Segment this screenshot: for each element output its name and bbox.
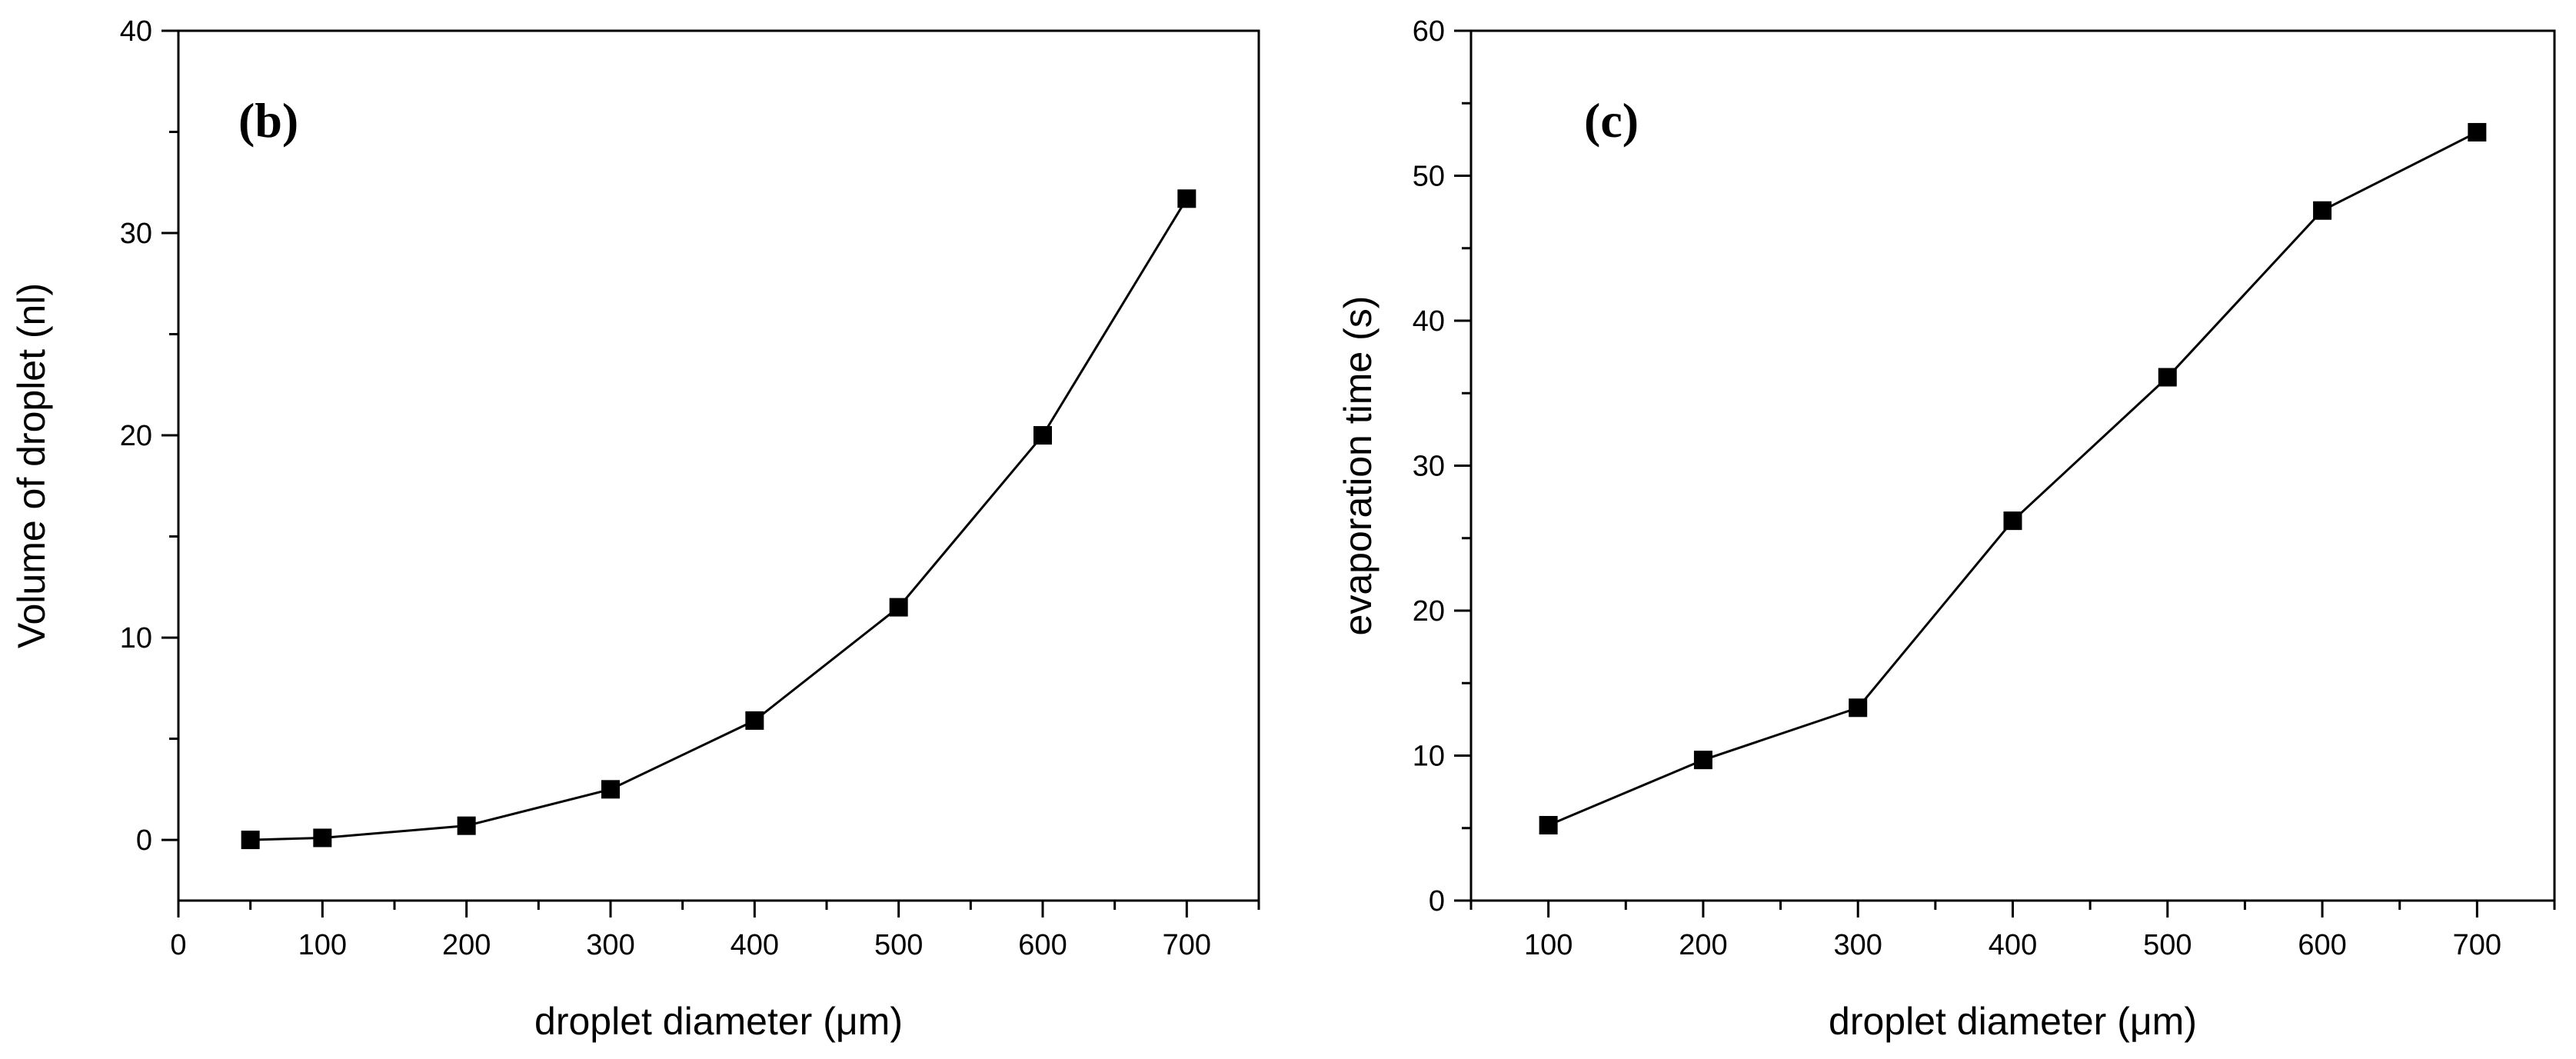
chart-b-x-axis-label: droplet diameter (μm)	[534, 1000, 903, 1043]
chart-c-y-tick-label: 0	[1429, 885, 1445, 917]
chart-b-y-tick-label: 40	[120, 15, 152, 48]
chart-b-x-tick-label: 0	[170, 929, 186, 961]
chart-b-x-tick-label: 600	[1018, 929, 1067, 961]
chart-b-data-point	[1177, 189, 1196, 208]
chart-b-data-point	[457, 816, 476, 835]
chart-b-data-point	[1033, 426, 1052, 445]
chart-b-series-line	[250, 198, 1188, 841]
chart-c-panel-label: (c)	[1584, 93, 1639, 148]
chart-b-y-tick-label: 0	[136, 824, 152, 857]
chart-b-data-point	[601, 780, 620, 799]
chart-b-data-point	[745, 711, 764, 730]
chart-c-data-point	[2468, 122, 2487, 142]
chart-b-y-tick-label: 30	[120, 218, 152, 250]
chart-b-x-tick-label: 100	[298, 929, 347, 961]
chart-b-panel-label: (b)	[238, 93, 298, 148]
chart-c-y-tick-label: 30	[1413, 451, 1445, 483]
chart-c-x-tick-label: 700	[2453, 929, 2501, 961]
chart-b-y-tick-label: 10	[120, 622, 152, 654]
chart-c-x-tick-label: 300	[1834, 929, 1882, 961]
chart-c-data-point	[2003, 511, 2022, 531]
chart-b-data-point	[241, 831, 260, 850]
chart-c-x-tick-label: 600	[2298, 929, 2346, 961]
chart-b-x-tick-label: 400	[731, 929, 779, 961]
chart-c-y-tick-label: 20	[1413, 595, 1445, 628]
chart-b-x-tick-label: 700	[1163, 929, 1211, 961]
chart-b-x-tick-label: 300	[586, 929, 634, 961]
chart-c-data-point	[1849, 698, 1868, 718]
chart-c-y-tick-label: 60	[1413, 15, 1445, 48]
chart-b-x-tick-label: 500	[874, 929, 923, 961]
chart-b-x-tick-label: 200	[442, 929, 491, 961]
chart-c-data-point	[2158, 368, 2177, 387]
chart-c-plot-frame	[1469, 29, 2556, 902]
chart-c-x-tick-label: 400	[1989, 929, 2037, 961]
chart-b-y-tick-label: 20	[120, 420, 152, 452]
chart-b-plot-frame	[177, 29, 1260, 902]
chart-b-data-point	[313, 828, 332, 848]
chart-c-data-point	[2313, 201, 2332, 220]
chart-c-y-axis-label: evaporation time (s)	[1336, 296, 1380, 636]
chart-c-y-tick-label: 50	[1413, 161, 1445, 193]
chart-c-x-tick-label: 100	[1524, 929, 1573, 961]
chart-b-y-axis-label: Volume of droplet (nl)	[10, 283, 53, 648]
chart-c-data-point	[1693, 751, 1712, 770]
chart-c-y-tick-label: 10	[1413, 741, 1445, 773]
chart-c-series-line	[1548, 131, 2478, 827]
chart-c-x-axis-label: droplet diameter (μm)	[1829, 1000, 2197, 1043]
chart-c-y-tick-label: 40	[1413, 305, 1445, 338]
chart-c-data-point	[1539, 815, 1558, 834]
chart-c-x-tick-label: 200	[1679, 929, 1727, 961]
chart-c-x-tick-label: 500	[2143, 929, 2192, 961]
chart-b-data-point	[889, 598, 908, 617]
